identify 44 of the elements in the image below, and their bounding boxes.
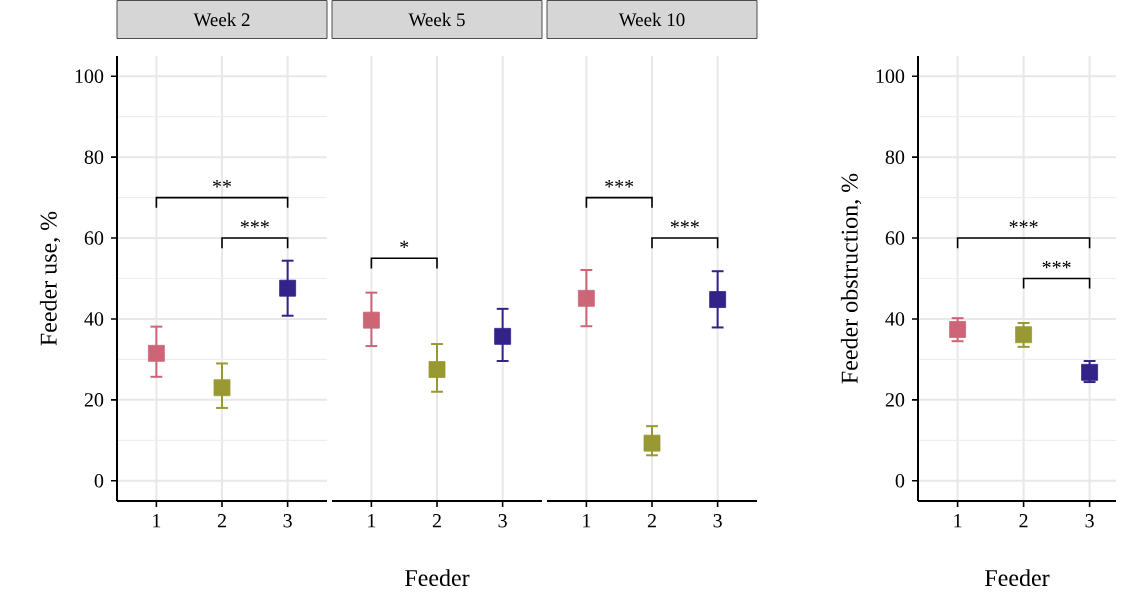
y-axis-title: Feeder use, % <box>39 211 61 346</box>
x-axis-title: Feeder <box>985 569 1050 587</box>
annotation: *** <box>1009 220 1038 228</box>
y-tick-label: 20 <box>84 393 104 407</box>
y-tick-label: 40 <box>885 312 905 326</box>
x-tick-label: 1 <box>954 514 962 528</box>
y-axis-title: Feeder obstruction, % <box>840 173 862 384</box>
x-tick-label: 1 <box>368 514 376 528</box>
annotation: *** <box>1042 261 1071 269</box>
point <box>1081 364 1098 381</box>
x-axis-title: Feeder <box>405 569 470 587</box>
y-tick-label: 20 <box>885 393 905 407</box>
chart-title: Week 5 <box>408 12 465 27</box>
point <box>1015 326 1032 344</box>
x-tick-label: 2 <box>1019 514 1028 528</box>
y-tick-label: 60 <box>885 231 905 245</box>
point <box>949 321 966 338</box>
x-tick-label: 2 <box>432 514 441 528</box>
x-tick-label: 3 <box>1085 514 1094 528</box>
y-tick-label: 100 <box>876 69 905 84</box>
y-tick-label: 40 <box>84 312 104 326</box>
y-tick-label: 0 <box>895 474 905 488</box>
chart-title: Week 10 <box>618 12 685 27</box>
x-tick-label: 1 <box>153 514 161 528</box>
chart-title: Week 2 <box>193 12 250 27</box>
point <box>213 379 231 397</box>
annotation: ** <box>212 180 232 188</box>
annotation: *** <box>240 220 269 228</box>
y-tick-label: 80 <box>885 150 905 164</box>
annotation: * <box>400 240 409 249</box>
y-tick-label: 80 <box>84 150 104 164</box>
x-tick-label: 1 <box>583 514 591 528</box>
x-tick-label: 2 <box>647 514 656 528</box>
x-tick-label: 2 <box>217 514 226 528</box>
annotation: *** <box>670 220 699 228</box>
point <box>147 345 165 362</box>
y-tick-label: 60 <box>84 231 104 245</box>
y-tick-label: 0 <box>94 474 104 488</box>
x-tick-label: 3 <box>498 514 507 528</box>
x-tick-label: 3 <box>283 514 292 528</box>
point <box>279 279 297 297</box>
x-tick-label: 3 <box>713 514 722 528</box>
y-tick-label: 100 <box>75 69 104 84</box>
annotation: *** <box>605 180 634 188</box>
